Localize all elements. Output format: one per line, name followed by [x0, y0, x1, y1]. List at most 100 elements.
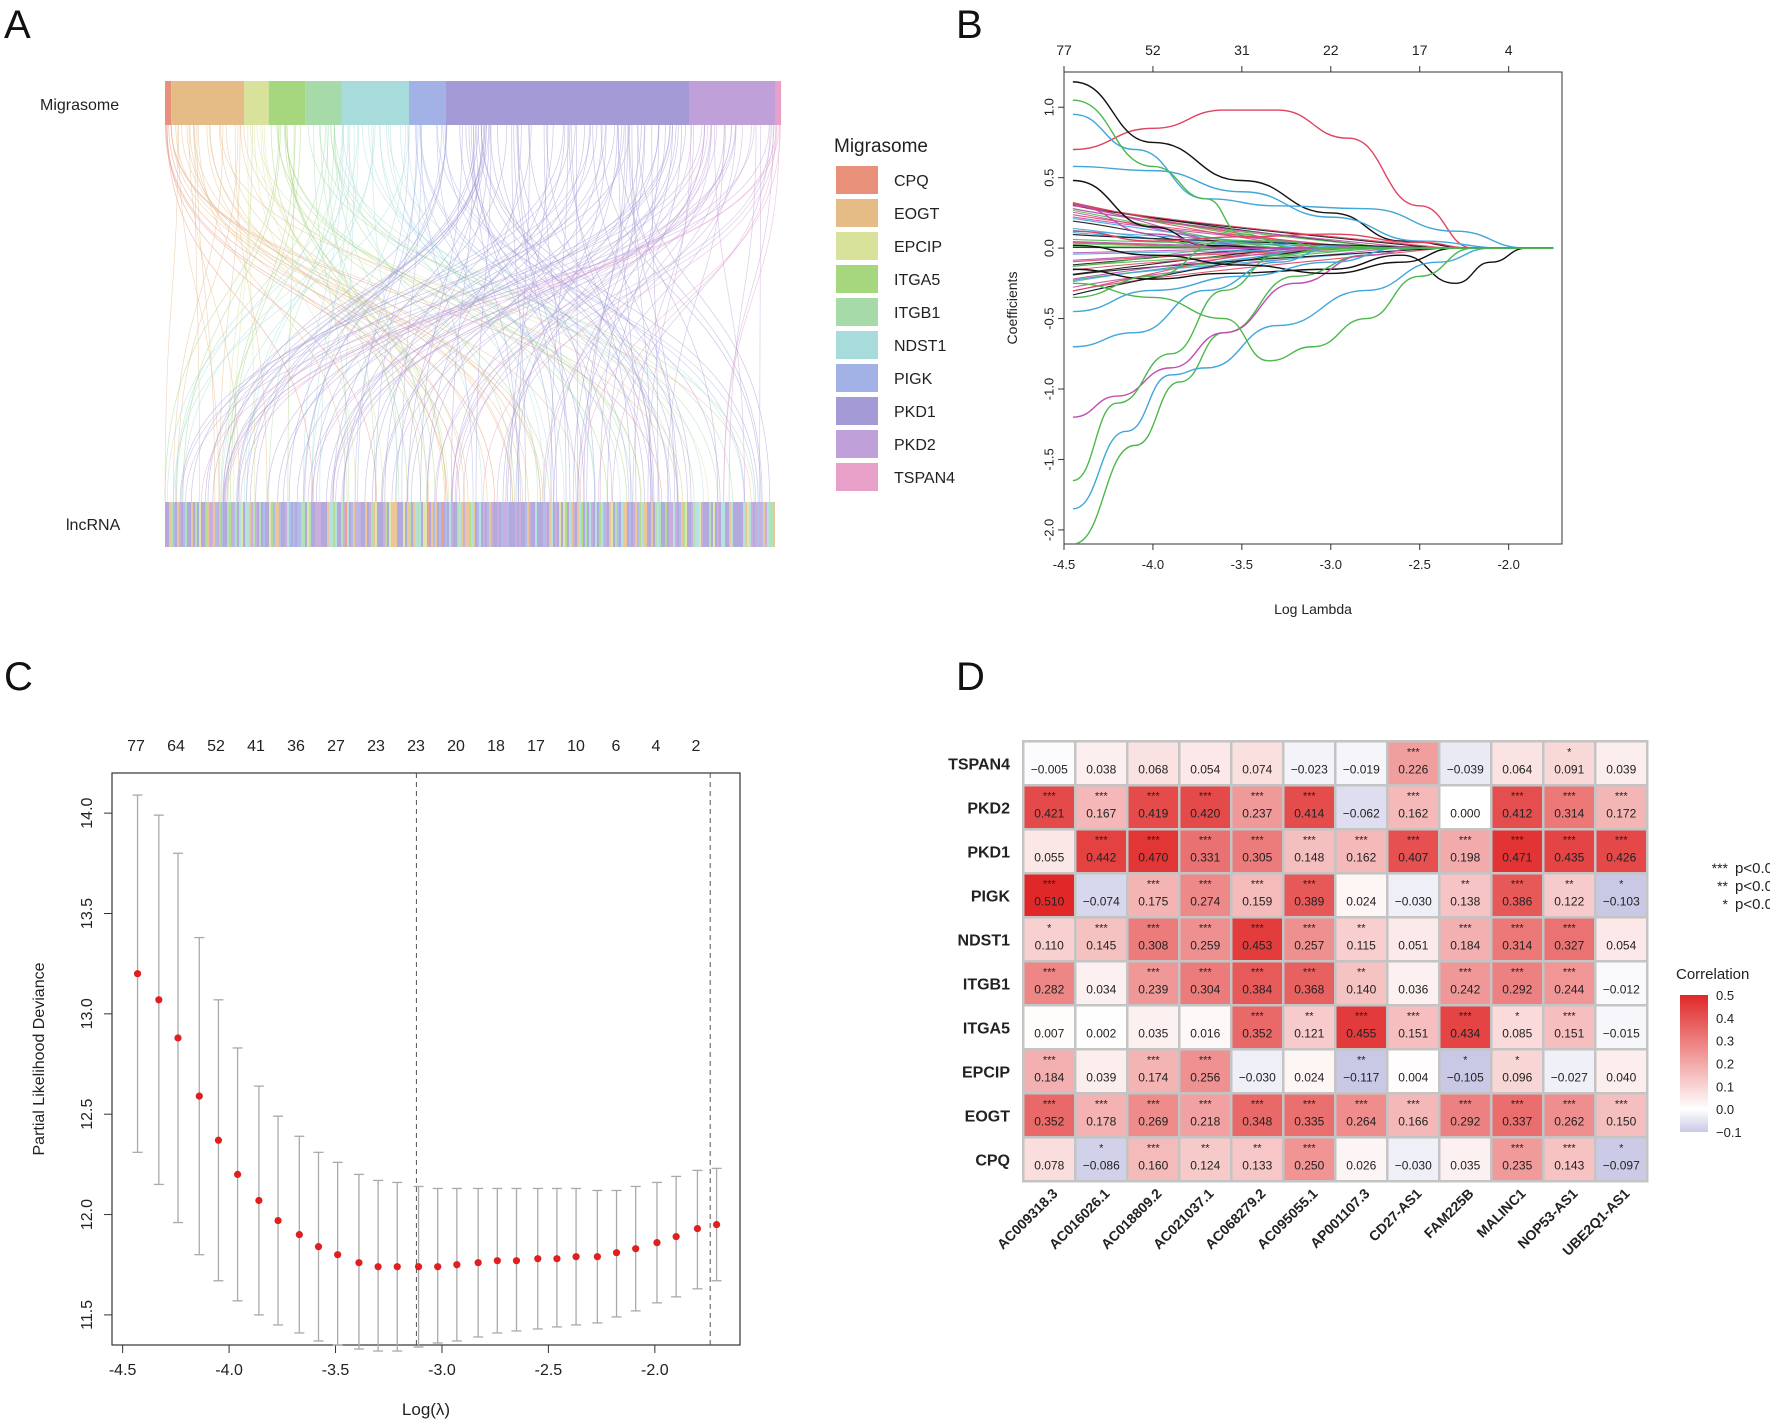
sankey-flow-line [181, 124, 582, 503]
sankey-flow-line [164, 124, 280, 503]
lncrna-stripe [389, 502, 391, 547]
sankey-flow-line [480, 124, 721, 503]
heatmap-cell [1544, 830, 1594, 872]
heatmap-cell-value: 0.435 [1554, 851, 1584, 865]
lncrna-stripe [327, 502, 329, 547]
heatmap-cell-significance: *** [1563, 835, 1577, 847]
sankey-lncrna-strip [165, 502, 775, 547]
sankey-flow-line [277, 124, 673, 503]
legend-swatch-itga5 [836, 265, 878, 293]
lncrna-stripe [323, 502, 325, 547]
deviance-point [672, 1233, 680, 1241]
lncrna-stripe [659, 502, 661, 547]
sankey-flow-line [225, 124, 514, 503]
heatmap-cell [1440, 1094, 1490, 1136]
lncrna-stripe [651, 502, 653, 547]
plot-frame [1063, 71, 1563, 545]
sankey-top-node-pigk [409, 81, 446, 125]
legend-label-cpq: CPQ [894, 173, 929, 190]
heatmap-cell-value: 0.038 [1086, 763, 1116, 777]
sankey-bottom-axis-label: lncRNA [66, 517, 121, 534]
top-tick-label: 4 [1505, 42, 1513, 58]
heatmap-cell [1440, 918, 1490, 960]
lncrna-stripe [573, 502, 575, 547]
heatmap-cell-value: 0.138 [1450, 895, 1480, 909]
legend-swatch-cpq [836, 166, 878, 194]
sankey-flow-line [759, 124, 762, 503]
heatmap-cell [1596, 786, 1646, 828]
heatmap-cell-value: 0.352 [1034, 1115, 1064, 1129]
x-tick-label: -4.0 [215, 1362, 243, 1379]
sankey-flows [164, 124, 781, 503]
sankey-flow-line [226, 124, 253, 503]
lncrna-stripe [339, 502, 341, 547]
coefficient-path-green3 [1072, 247, 1554, 482]
top-tick-label: 52 [207, 738, 225, 755]
heatmap-cell-significance: ** [1201, 1143, 1210, 1155]
lncrna-stripe [667, 502, 669, 547]
heatmap-cell-significance: *** [1043, 791, 1057, 803]
lncrna-stripe [445, 502, 447, 547]
coefficient-path [1072, 247, 1554, 276]
heatmap-cell [1180, 918, 1230, 960]
lncrna-stripe [343, 502, 345, 547]
x-tick-label: -4.5 [1053, 557, 1075, 572]
y-tick-label: 0.5 [1041, 169, 1056, 187]
lncrna-stripe [733, 502, 735, 547]
sankey-flow-line [175, 124, 343, 503]
heatmap-cell-significance: *** [1095, 923, 1109, 935]
lncrna-stripe [465, 502, 467, 547]
sankey-flow-line [482, 124, 778, 503]
sankey-flow-line [172, 124, 224, 503]
heatmap-row-label: EPCIP [962, 1065, 1010, 1082]
lncrna-stripe [699, 502, 701, 547]
lncrna-stripe [485, 502, 487, 547]
heatmap-cell [1596, 1006, 1646, 1048]
lncrna-stripe [321, 502, 323, 547]
lncrna-stripe [309, 502, 311, 547]
lncrna-stripe [181, 502, 183, 547]
lncrna-stripe [349, 502, 351, 547]
heatmap-cell-significance: * [1463, 1055, 1468, 1067]
lncrna-stripe [221, 502, 223, 547]
heatmap-cell-value: 0.054 [1190, 763, 1220, 777]
heatmap-cell-value: 0.368 [1294, 983, 1324, 997]
sankey-flow-line [546, 124, 655, 503]
heatmap-cell [1440, 742, 1490, 784]
heatmap-cell-value: 0.143 [1554, 1159, 1584, 1173]
sankey-flow-line [419, 124, 652, 503]
coefficient-path [1072, 247, 1554, 292]
lncrna-stripe [719, 502, 721, 547]
sankey-flow-line [196, 124, 216, 503]
heatmap-cell-value: 0.250 [1294, 1159, 1324, 1173]
lncrna-stripe [457, 502, 459, 547]
lncrna-stripe [539, 502, 541, 547]
heatmap-cell-value: −0.019 [1343, 763, 1380, 777]
sankey-flow-line [542, 124, 712, 503]
lncrna-stripe [461, 502, 463, 547]
lncrna-stripe [563, 502, 565, 547]
heatmap-cell-significance: *** [1251, 835, 1265, 847]
colorbar [1680, 995, 1708, 1132]
lncrna-stripe [355, 502, 357, 547]
sankey-flow-line [572, 124, 646, 503]
lncrna-stripe [487, 502, 489, 547]
lncrna-stripe [551, 502, 553, 547]
lncrna-stripe [743, 502, 745, 547]
heatmap-cell [1076, 786, 1126, 828]
lncrna-stripe [635, 502, 637, 547]
heatmap-cell [1284, 830, 1334, 872]
sankey-flow-line [354, 124, 419, 503]
sankey-top-node-epcip [244, 81, 269, 125]
heatmap-cell-significance: *** [1147, 791, 1161, 803]
sankey-flow-line [174, 124, 326, 503]
heatmap-cell-significance: * [1515, 1055, 1520, 1067]
heatmap-cell-significance: *** [1147, 967, 1161, 979]
sankey-flow-line [470, 124, 585, 503]
lncrna-stripe [555, 502, 557, 547]
lncrna-stripe [665, 502, 667, 547]
lncrna-stripe [511, 502, 513, 547]
sankey-flow-line [434, 124, 772, 503]
lncrna-stripe [567, 502, 569, 547]
heatmap-cell-value: −0.015 [1603, 1027, 1640, 1041]
